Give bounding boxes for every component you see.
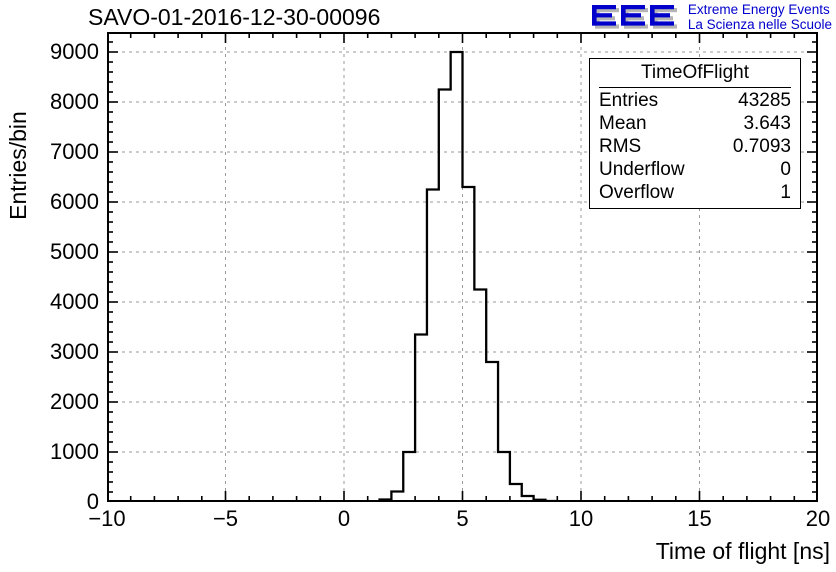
stats-box-title: TimeOfFlight xyxy=(599,61,791,88)
stats-row: Underflow 0 xyxy=(599,158,791,181)
stats-row-value: 3.643 xyxy=(743,113,791,134)
y-tick-label: 9000 xyxy=(50,39,99,64)
eee-logo: Extreme Energy Events La Scienza nelle S… xyxy=(589,2,832,32)
x-tick-label: 5 xyxy=(456,506,469,531)
page-title: SAVO-01-2016-12-30-00096 xyxy=(88,4,381,30)
stats-row-key: Entries xyxy=(599,90,659,111)
stats-row: RMS 0.7093 xyxy=(599,135,791,158)
y-tick-label: 3000 xyxy=(50,339,99,364)
x-axis-title: Time of flight [ns] xyxy=(655,538,830,564)
stats-row-value: 0 xyxy=(780,159,791,180)
stats-row: Overflow 1 xyxy=(599,181,791,204)
stats-row-value: 0.7093 xyxy=(732,136,791,157)
y-tick-label: 2000 xyxy=(50,389,99,414)
eee-logo-line2: La Scienza nelle Scuole xyxy=(687,16,832,32)
stats-row-value: 43285 xyxy=(738,90,791,111)
stats-row-key: Underflow xyxy=(599,159,685,180)
y-tick-label: 5000 xyxy=(50,239,99,264)
y-tick-label: 1000 xyxy=(50,439,99,464)
stats-box: TimeOfFlight Entries 43285 Mean 3.643 RMS 0.7… xyxy=(589,58,801,209)
y-tick-label: 8000 xyxy=(50,89,99,114)
y-tick-label: 6000 xyxy=(50,189,99,214)
stats-row: Mean 3.643 xyxy=(599,112,791,135)
stats-row-value: 1 xyxy=(780,182,791,203)
stats-row-key: Mean xyxy=(599,113,647,134)
eee-logo-text: Extreme Energy Events La Scienza nelle S… xyxy=(688,2,832,32)
x-tick-label: 0 xyxy=(337,506,351,531)
stats-row-key: Overflow xyxy=(599,182,674,203)
y-tick-label: 0 xyxy=(86,489,99,514)
eee-logo-line1: Extreme Energy Events xyxy=(687,2,830,17)
x-tick-label: 10 xyxy=(568,506,594,531)
stats-row: Entries 43285 xyxy=(599,89,791,112)
stats-box-rows: Entries 43285 Mean 3.643 RMS 0.7093 Underflow 0… xyxy=(599,89,791,204)
x-tick-label: −10 xyxy=(88,506,126,531)
y-tick-label: 7000 xyxy=(50,139,99,164)
x-tick-label: 20 xyxy=(805,506,831,531)
y-tick-label: 4000 xyxy=(50,289,99,314)
x-tick-label: −5 xyxy=(212,506,239,531)
eee-logo-mark-icon xyxy=(589,2,681,32)
stats-row-key: RMS xyxy=(599,136,642,157)
x-tick-label: 15 xyxy=(687,506,712,531)
